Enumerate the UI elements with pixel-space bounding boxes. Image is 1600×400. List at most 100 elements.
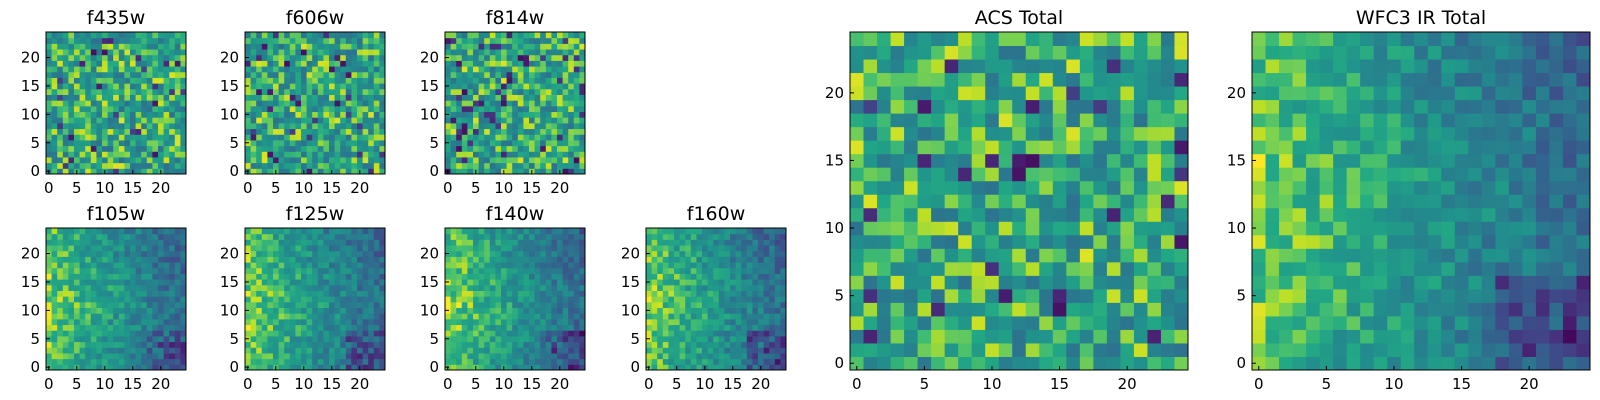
y-tick-label: 0 (30, 358, 40, 376)
heatmap-cell (696, 296, 703, 303)
axes-frame (244, 31, 386, 175)
heatmap-cell (329, 94, 336, 101)
heatmap-cell (273, 43, 280, 50)
heatmap-cell (289, 43, 296, 50)
heatmap-cell (278, 168, 285, 175)
heatmap-cell (529, 71, 536, 78)
heatmap-cell (379, 105, 386, 113)
heatmap-cell (461, 145, 468, 152)
heatmap-cell (890, 194, 905, 209)
heatmap-cell (317, 168, 324, 175)
heatmap-cell (379, 94, 386, 101)
heatmap-cell (289, 139, 296, 147)
heatmap-cell (774, 250, 781, 257)
heatmap-cell (523, 43, 530, 50)
heatmap-cell (478, 228, 485, 235)
heatmap-cell (579, 250, 586, 257)
heatmap-cell (90, 32, 97, 39)
heatmap-cell (730, 284, 737, 291)
heatmap-cell (456, 94, 463, 101)
heatmap-cell (506, 134, 513, 141)
heatmap-cell (312, 71, 319, 78)
heatmap-cell (245, 145, 252, 152)
heatmap-cell (278, 111, 285, 118)
heatmap-cell (174, 128, 181, 135)
heatmap-cell (562, 168, 569, 175)
heatmap-cell (301, 239, 308, 246)
heatmap-cell (523, 273, 530, 280)
heatmap-cell (273, 250, 280, 257)
heatmap-cell (562, 364, 569, 371)
heatmap-cell (568, 273, 575, 280)
heatmap-cell (506, 341, 513, 348)
heatmap-cell (169, 296, 176, 303)
heatmap-cell (512, 301, 519, 309)
heatmap-cell (329, 256, 336, 263)
heatmap-cell (758, 267, 765, 274)
heatmap-cell (96, 43, 103, 50)
heatmap-cell (345, 134, 352, 141)
heatmap-cell (135, 83, 142, 90)
heatmap-cell (998, 126, 1013, 141)
heatmap-cell (1052, 153, 1067, 168)
heatmap-cell (357, 139, 364, 147)
heatmap-cell (741, 279, 748, 286)
heatmap-cell (51, 296, 58, 303)
heatmap-cell (301, 324, 308, 331)
heatmap-cell (517, 49, 524, 56)
heatmap-cell (741, 273, 748, 280)
heatmap-cell (890, 167, 905, 182)
heatmap-cell (306, 290, 313, 297)
heatmap-cell (46, 290, 53, 297)
heatmap-cell (557, 245, 564, 252)
heatmap-cell (379, 71, 386, 78)
heatmap-cell (758, 273, 765, 280)
heatmap-cell (551, 60, 558, 67)
heatmap-cell (904, 180, 919, 195)
heatmap-cell (489, 273, 496, 280)
heatmap-cell (931, 194, 946, 209)
heatmap-cell (124, 267, 131, 274)
heatmap-cell (163, 352, 170, 360)
heatmap-cell (141, 296, 148, 303)
heatmap-cell (278, 83, 285, 90)
heatmap-cell (501, 279, 508, 286)
heatmap-cell (62, 151, 69, 158)
heatmap-cell (169, 301, 176, 309)
heatmap-cell (523, 94, 530, 101)
heatmap-cell (478, 364, 485, 371)
heatmap-cells (646, 228, 787, 371)
heatmap-cell (130, 290, 137, 297)
heatmap-cell (735, 239, 742, 246)
heatmap-cell (1147, 180, 1162, 195)
heatmap-cell (130, 318, 137, 326)
heatmap-cell (489, 347, 496, 354)
heatmap-cell (540, 358, 547, 365)
heatmap-cell (707, 284, 714, 291)
heatmap-cell (141, 105, 148, 113)
heatmap-cell (329, 66, 336, 73)
heatmap-cell (456, 162, 463, 169)
heatmap-cell (180, 313, 187, 320)
heatmap-cell (62, 111, 69, 118)
heatmap-cell (1106, 221, 1121, 236)
heatmap-cell (540, 162, 547, 169)
heatmap-cell (702, 267, 709, 274)
heatmap-cell (68, 341, 75, 348)
heatmap-cell (163, 262, 170, 269)
heatmap-cell (850, 356, 865, 371)
heatmap-cell (169, 100, 176, 107)
x-tick-label: 10 (95, 375, 114, 393)
heatmap-cell (79, 330, 86, 337)
heatmap-cell (317, 83, 324, 90)
heatmap-cell (146, 347, 153, 354)
heatmap-cell (562, 358, 569, 365)
heatmap-cell (674, 262, 681, 269)
heatmap-cell (57, 60, 64, 67)
heatmap-cell (456, 228, 463, 235)
heatmap-cell (904, 153, 919, 168)
heatmap-cell (317, 156, 324, 164)
heatmap-cell (135, 313, 142, 320)
heatmap-cell (1106, 342, 1121, 357)
heatmap-cell (74, 49, 81, 56)
